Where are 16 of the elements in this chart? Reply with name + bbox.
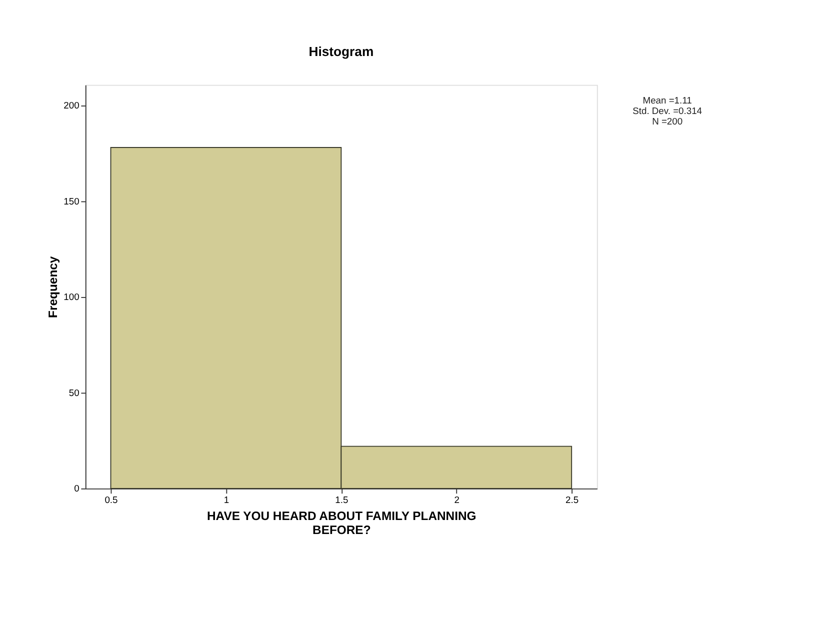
x-axis-title: HAVE YOU HEARD ABOUT FAMILY PLANNING BEFORE? [207, 508, 476, 537]
y-tick-label: 100 [64, 292, 80, 302]
y-tick-label: 150 [64, 196, 80, 206]
x-tick-label: 1.5 [335, 495, 348, 505]
y-tick-label: 200 [64, 100, 80, 111]
x-tick-label: 0.5 [104, 495, 118, 505]
y-tick-label: 0 [74, 484, 80, 494]
y-axis-title: Frequency [46, 256, 60, 318]
x-tick-label: 1 [224, 495, 230, 505]
text: Std. Dev. =0.314 [632, 106, 702, 116]
text: N =200 [652, 116, 683, 126]
text: Mean =1.11 [642, 96, 692, 106]
y-tick-label: 50 [68, 388, 80, 398]
chart-title: Histogram [308, 44, 374, 59]
x-tick-label: 2.5 [566, 495, 579, 505]
x-tick-label: 2 [454, 495, 460, 505]
